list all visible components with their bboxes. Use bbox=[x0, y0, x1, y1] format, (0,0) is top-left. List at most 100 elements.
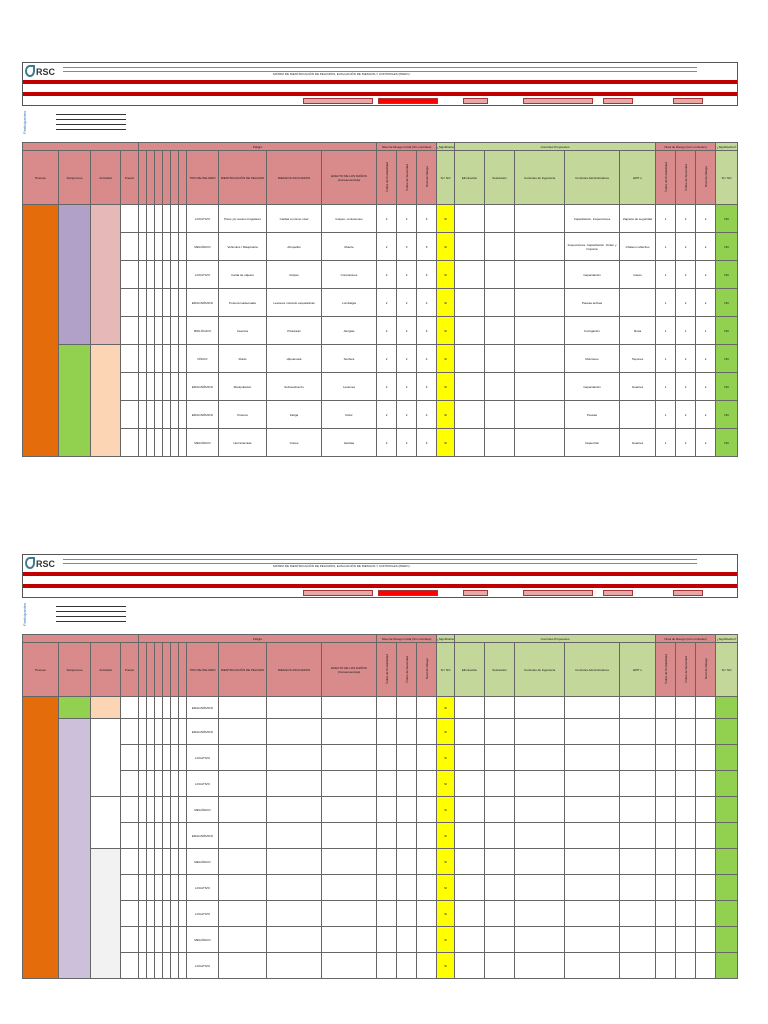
check-cell bbox=[146, 900, 155, 927]
document-header: RSC MATRIZ DE IDENTIFICACIÓN DE PELIGROS… bbox=[22, 62, 738, 106]
elim-cell bbox=[454, 372, 486, 401]
epp-cell: Ropa bbox=[619, 316, 657, 345]
num-cell bbox=[695, 926, 717, 953]
check-cell bbox=[154, 372, 163, 401]
control-cell bbox=[454, 926, 486, 953]
control-cell bbox=[619, 744, 657, 771]
risk-cell: Caídas a mismo nivel bbox=[266, 204, 322, 233]
check-cell bbox=[154, 770, 163, 797]
level-cell: 2 bbox=[695, 400, 717, 429]
check-cell bbox=[170, 204, 179, 233]
eng-cell bbox=[514, 344, 566, 373]
table-row: ERGONÓMICO SI bbox=[22, 696, 739, 979]
doc-title: MATRIZ DE IDENTIFICACIÓN DE PELIGROS, EV… bbox=[273, 564, 410, 568]
significant-cell: SI bbox=[436, 900, 456, 927]
level-cell: 2 bbox=[695, 288, 717, 317]
check-cell bbox=[162, 400, 171, 429]
logo-text: RSC bbox=[36, 559, 56, 569]
prob-cell: 1 bbox=[655, 372, 677, 401]
control-cell bbox=[564, 952, 621, 979]
control-cell bbox=[564, 718, 621, 745]
sev-cell: 2 bbox=[396, 204, 418, 233]
text-cell bbox=[266, 718, 322, 745]
check-cell bbox=[162, 372, 171, 401]
table-row: LOCATIVO SI bbox=[23, 900, 739, 927]
num-cell bbox=[376, 874, 398, 901]
check-cell bbox=[170, 260, 179, 289]
check-cell bbox=[170, 288, 179, 317]
num-cell bbox=[396, 696, 418, 719]
check-cell bbox=[138, 316, 147, 345]
puesto-cell bbox=[120, 316, 139, 345]
significant-cell bbox=[715, 900, 739, 927]
check-cell bbox=[178, 744, 187, 771]
puesto-cell bbox=[120, 952, 139, 979]
check-cell bbox=[178, 372, 187, 401]
sev-cell: 1 bbox=[675, 316, 697, 345]
check-cell bbox=[138, 874, 147, 901]
admin-cell: Capacitación bbox=[564, 260, 621, 289]
num-cell bbox=[695, 874, 717, 901]
hazard-type: LOCATIVO bbox=[186, 874, 219, 901]
num-cell bbox=[675, 926, 697, 953]
significant-cell: NO bbox=[715, 288, 739, 317]
control-cell bbox=[454, 874, 486, 901]
significant-cell: SI bbox=[436, 372, 456, 401]
control-cell bbox=[514, 900, 566, 927]
num-cell bbox=[675, 952, 697, 979]
control-cell bbox=[564, 796, 621, 823]
level-cell: 2 bbox=[695, 232, 717, 261]
check-cell bbox=[146, 400, 155, 429]
check-cell bbox=[178, 260, 187, 289]
check-cell bbox=[154, 822, 163, 849]
num-cell bbox=[655, 822, 677, 849]
num-cell bbox=[416, 952, 438, 979]
logo-text: RSC bbox=[36, 67, 56, 77]
prob-cell: 2 bbox=[376, 204, 398, 233]
hazard-type: LOCATIVO bbox=[186, 900, 219, 927]
num-cell bbox=[376, 744, 398, 771]
check-cell bbox=[138, 400, 147, 429]
num-cell bbox=[675, 822, 697, 849]
hazard-id: Caída de objetos bbox=[218, 260, 267, 289]
subprocess-cell bbox=[58, 718, 91, 979]
epp-cell bbox=[619, 400, 657, 429]
epp-cell: Tapones bbox=[619, 344, 657, 373]
level-cell: 4 bbox=[416, 316, 438, 345]
num-cell bbox=[655, 744, 677, 771]
process-cell bbox=[22, 204, 59, 457]
significant-cell bbox=[715, 952, 739, 979]
text-cell bbox=[320, 926, 378, 953]
check-cell bbox=[178, 288, 187, 317]
control-cell bbox=[514, 770, 566, 797]
check-cell bbox=[154, 900, 163, 927]
num-cell bbox=[416, 696, 438, 719]
check-cell bbox=[178, 822, 187, 849]
table-row: LOCATIVO SI bbox=[23, 744, 739, 771]
check-cell bbox=[146, 204, 155, 233]
significant-cell bbox=[715, 848, 739, 875]
table-row: MECÁNICO Vehículos / Maquinaria Atropellos… bbox=[23, 232, 739, 261]
activity-cell bbox=[90, 696, 121, 719]
check-cell bbox=[170, 718, 179, 745]
check-cell bbox=[178, 232, 187, 261]
check-cell bbox=[154, 696, 163, 719]
hazard-type: BIOLÓGICO bbox=[186, 316, 219, 345]
num-cell bbox=[416, 718, 438, 745]
check-cell bbox=[178, 952, 187, 979]
check-cell bbox=[146, 288, 155, 317]
hazard-type: MECÁNICO bbox=[186, 926, 219, 953]
prob-cell: 2 bbox=[376, 232, 398, 261]
hazard-type: ERGONÓMICO bbox=[186, 718, 219, 745]
num-cell bbox=[695, 770, 717, 797]
check-cell bbox=[154, 344, 163, 373]
prob-cell: 2 bbox=[376, 372, 398, 401]
control-cell bbox=[619, 874, 657, 901]
check-cell bbox=[170, 796, 179, 823]
significant-cell: NO bbox=[715, 260, 739, 289]
puesto-cell bbox=[120, 900, 139, 927]
sev-cell: 2 bbox=[675, 288, 697, 317]
text-cell bbox=[266, 796, 322, 823]
sev-cell: 2 bbox=[675, 204, 697, 233]
puesto-cell bbox=[120, 796, 139, 823]
